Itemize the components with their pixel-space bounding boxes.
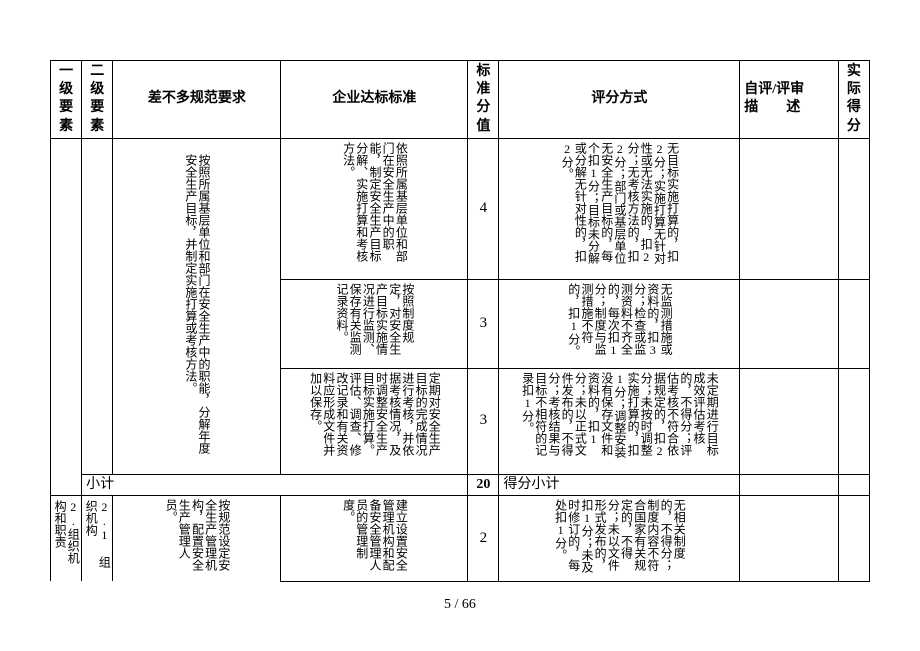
cell-std-score: 2 — [468, 495, 499, 581]
cell-standard: 依照所属基层单位和部门在安全生产中的职能，制定安全生产目标分解、实施打算和考核方… — [281, 138, 468, 279]
col-actual-score: 实际得分 — [838, 61, 869, 139]
col-standard: 企业达标标准 — [281, 61, 468, 139]
cell-actual — [838, 279, 869, 368]
cell-review — [740, 279, 839, 368]
cell-empty — [740, 474, 839, 495]
col-level1: 一级要素 — [51, 61, 82, 139]
cell-method: 无监测措施或资料的，扣3分；检查或监测资料不齐全的，每次扣1分；制度与监测措施不… — [499, 279, 740, 368]
cell-std-score: 3 — [468, 368, 499, 474]
document-page: 一级要素 二级要素 差不多规范要求 企业达标标准 标准分值 评分方式 自评/评审… — [0, 0, 920, 613]
cell-requirement: 按规范设定安全生产管理机构，配置安全生产管理人员。 — [113, 495, 281, 581]
cell-standard: 按照制度规定，对安全生产目标实施情况进行监测、保存有关监测记录资料。 — [281, 279, 468, 368]
cell-l2: 2.1 组织机构 — [82, 495, 113, 581]
cell-requirement: 按照所属基层单位和部门在安全生产中的职能，分解年度安全生产目标，并制定实施打算或… — [113, 138, 281, 474]
cell-actual — [838, 138, 869, 279]
subtotal-label: 小计 — [82, 474, 468, 495]
cell-method: 未定期进行目标成效评估考核的，不得分；评估考核不符合依据规定的，扣2分；未按时调… — [499, 368, 740, 474]
cell-actual — [838, 495, 869, 581]
cell-review — [740, 138, 839, 279]
table-header-row: 一级要素 二级要素 差不多规范要求 企业达标标准 标准分值 评分方式 自评/评审… — [51, 61, 870, 139]
cell-empty — [51, 474, 82, 495]
cell-review — [740, 368, 839, 474]
assessment-table: 一级要素 二级要素 差不多规范要求 企业达标标准 标准分值 评分方式 自评/评审… — [50, 60, 870, 582]
subtotal-row: 小计 20 得分小计 — [51, 474, 870, 495]
cell-l1: 2.组织机构和职责 — [51, 495, 82, 581]
col-requirement: 差不多规范要求 — [113, 61, 281, 139]
table-row: 按照所属基层单位和部门在安全生产中的职能，分解年度安全生产目标，并制定实施打算或… — [51, 138, 870, 279]
cell-l1 — [51, 138, 82, 474]
col-scoring-method: 评分方式 — [499, 61, 740, 139]
cell-actual — [838, 368, 869, 474]
page-footer: 5 / 66 — [50, 597, 870, 613]
cell-standard: 定期对安全生产目标的完成情况进行考核，并依据考核情况，及时调整安全生产目标实施打… — [281, 368, 468, 474]
col-score-std: 标准分值 — [468, 61, 499, 139]
cell-method: 无相关制度的，不得分；制度内容不符合国家有关规定的，不得分；未以文件形式发布的，… — [499, 495, 740, 581]
cell-std-score: 4 — [468, 138, 499, 279]
cell-std-score: 3 — [468, 279, 499, 368]
cell-review — [740, 495, 839, 581]
col-self-review: 自评/评审描 述 — [740, 61, 839, 139]
col-level2: 二级要素 — [82, 61, 113, 139]
cell-method: 无目标实施打算的，扣2分；实施打算无针对性或无法实施的，扣2分；无考核方法的，扣… — [499, 138, 740, 279]
subtotal-note: 得分小计 — [499, 474, 740, 495]
cell-l2 — [82, 138, 113, 474]
cell-standard: 建立设置安全管理机构和配备安全管理人员的管理制度。 — [281, 495, 468, 581]
subtotal-value: 20 — [468, 474, 499, 495]
cell-empty — [838, 474, 869, 495]
table-row: 2.组织机构和职责 2.1 组织机构 按规范设定安全生产管理机构，配置安全生产管… — [51, 495, 870, 581]
